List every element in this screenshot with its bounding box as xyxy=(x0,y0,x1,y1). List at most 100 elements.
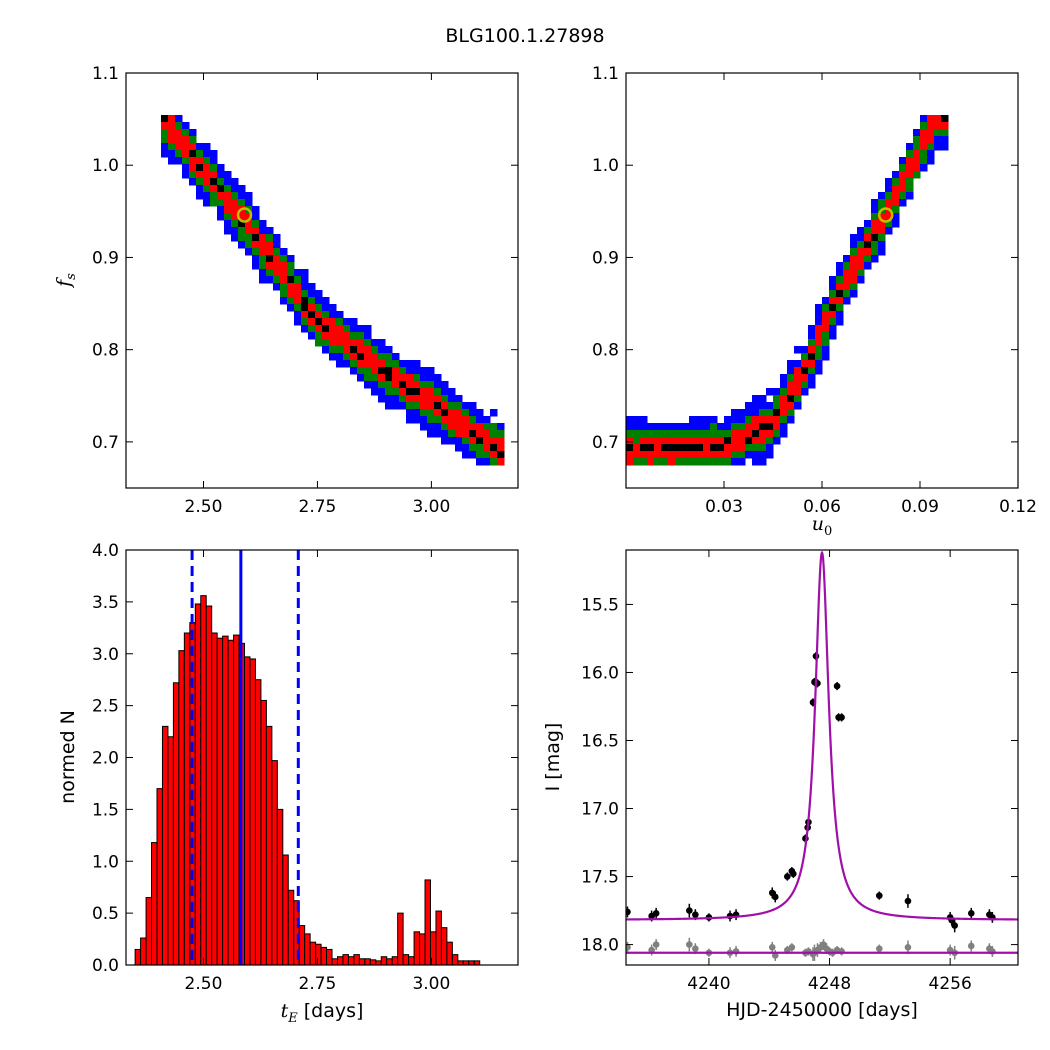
panel-lightcurve: 4240 4248 4256 15.5 16.0 16.5 17.0 17.5 18.0 xyxy=(581,549,1019,994)
heatmap-cell xyxy=(469,402,477,410)
heatmap-cell xyxy=(829,318,837,326)
histogram-bar xyxy=(194,603,202,966)
histogram-bar xyxy=(205,605,213,966)
heatmap-cell xyxy=(217,164,225,172)
heatmap-cell xyxy=(217,185,225,193)
heatmap-cell xyxy=(864,220,872,228)
heatmap-cell xyxy=(829,304,837,312)
heatmap-cell xyxy=(710,416,718,424)
y-tick-label: 1.1 xyxy=(92,64,119,84)
heatmap-cell xyxy=(175,122,183,130)
data-point xyxy=(686,907,693,914)
heatmap-cell xyxy=(203,185,211,193)
histogram-bar xyxy=(200,595,207,966)
heatmap-cell xyxy=(357,332,365,340)
heatmap-cell xyxy=(210,192,218,200)
heatmap-cell xyxy=(752,402,760,410)
heatmap-cell xyxy=(906,171,914,179)
heatmap-cell xyxy=(696,458,704,466)
heatmap-cell xyxy=(315,304,323,312)
heatmap-cell xyxy=(808,360,816,368)
heatmap-cell xyxy=(703,444,711,452)
heatmap-cell xyxy=(710,458,718,466)
heatmap-cell xyxy=(661,423,669,431)
histogram-bar xyxy=(320,946,328,966)
heatmap-cell xyxy=(850,241,858,249)
heatmap-cell xyxy=(780,388,788,396)
heatmap-cell xyxy=(780,381,788,389)
heatmap-cell xyxy=(836,269,844,277)
heatmap-cell xyxy=(794,346,802,354)
heatmap-cell xyxy=(336,325,344,333)
heatmap-cell xyxy=(238,199,246,207)
heatmap-cell xyxy=(168,150,176,158)
heatmap-cell xyxy=(217,192,225,200)
histogram-bar xyxy=(336,956,344,966)
heatmap-cell xyxy=(906,150,914,158)
heatmap-cell xyxy=(885,178,893,186)
heatmap-cell xyxy=(385,374,393,382)
heatmap-cell xyxy=(766,388,774,396)
heatmap-cell xyxy=(441,395,449,403)
heatmap-cell xyxy=(773,423,781,431)
heatmap-cell xyxy=(871,199,879,207)
heatmap-cell xyxy=(759,395,767,403)
heatmap-cell xyxy=(815,367,823,375)
heatmap-cell xyxy=(738,444,746,452)
heatmap-cell xyxy=(175,129,183,137)
heatmap-cell xyxy=(280,269,288,277)
heatmap-cell xyxy=(633,430,641,438)
data-point xyxy=(833,682,841,690)
heatmap-cell xyxy=(843,262,851,270)
heatmap-cell xyxy=(448,423,456,431)
heatmap-cell xyxy=(661,458,669,466)
y-tick-label: 2.0 xyxy=(92,749,119,769)
heatmap-cell xyxy=(703,458,711,466)
heatmap-cell xyxy=(315,290,323,298)
heatmap-cell xyxy=(689,458,697,466)
heatmap-cell xyxy=(773,430,781,438)
y-tick-label: 0.8 xyxy=(92,341,119,361)
heatmap-cell xyxy=(829,297,837,305)
heatmap-cell xyxy=(780,402,788,410)
histogram-bar xyxy=(457,960,464,966)
heatmap-cell xyxy=(766,409,774,417)
heatmap-cell xyxy=(315,311,323,319)
heatmap-cell xyxy=(857,276,865,284)
heatmap-cell xyxy=(413,416,421,424)
x-tick-label: 3.00 xyxy=(412,974,450,994)
heatmap-cell xyxy=(633,444,641,452)
heatmap-cell xyxy=(182,157,190,165)
heatmap-cell xyxy=(224,199,232,207)
heatmap-cell xyxy=(808,325,816,333)
y-tick-label: 16.5 xyxy=(581,731,619,751)
heatmap-cell xyxy=(378,346,386,354)
heatmap-cell xyxy=(420,381,428,389)
heatmap-cell xyxy=(773,388,781,396)
data-point xyxy=(626,908,631,916)
y-axis-label: I [mag] xyxy=(542,723,564,792)
histogram-bar xyxy=(397,912,404,966)
heatmap-cell xyxy=(406,416,414,424)
heatmap-cell xyxy=(483,430,491,438)
heatmap-cell xyxy=(703,416,711,424)
heatmap-cell xyxy=(864,255,872,263)
heatmap-cell xyxy=(864,241,872,249)
y-tick-label: 3.0 xyxy=(92,645,119,665)
data-point xyxy=(771,893,779,901)
heatmap-cell xyxy=(168,157,176,165)
heatmap-cell xyxy=(189,136,197,144)
heatmap-cell xyxy=(252,241,260,249)
heatmap-cell xyxy=(731,416,739,424)
heatmap-cell xyxy=(899,171,907,179)
heatmap-cell xyxy=(308,283,316,291)
heatmap-cell xyxy=(168,143,176,151)
lightcurve-plot-area xyxy=(626,550,1018,961)
heatmap-cell xyxy=(343,360,351,368)
heatmap-cell xyxy=(413,402,421,410)
heatmap-cell xyxy=(245,199,253,207)
heatmap-cell xyxy=(273,234,281,242)
heatmap-cell xyxy=(745,402,753,410)
heatmap-cell xyxy=(385,388,393,396)
residual-points xyxy=(626,937,996,961)
